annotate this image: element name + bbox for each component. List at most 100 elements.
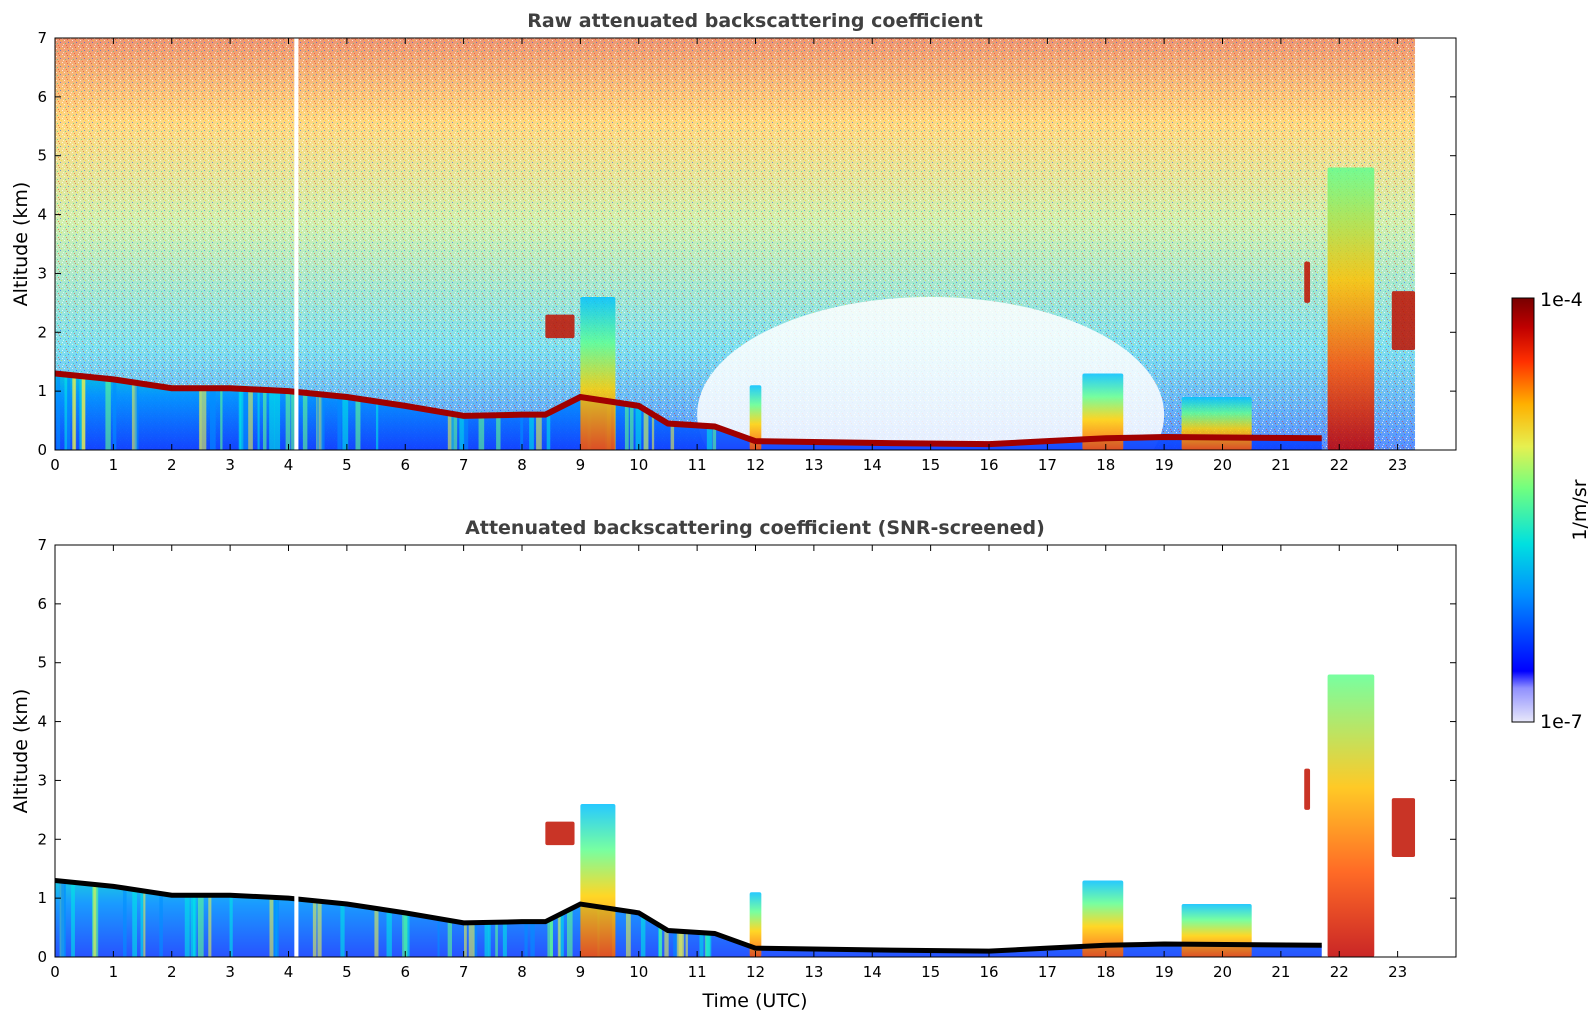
aerosol-streak bbox=[520, 414, 524, 450]
aerosol-streak bbox=[524, 921, 528, 957]
y-tick-label: 1 bbox=[37, 889, 47, 907]
x-axis-ticks-top: 0 1 2 3 4 5 6 7 8 9 10 11 12 13 14 15 16 17 18 19 20 21 22 23 bbox=[50, 38, 1407, 474]
x-tick-label: 7 bbox=[459, 963, 469, 981]
aerosol-streak bbox=[94, 884, 99, 957]
no-data-region bbox=[1415, 545, 1456, 957]
aerosol-streak bbox=[220, 388, 223, 450]
x-axis-label: Time (UTC) bbox=[701, 990, 807, 1012]
aerosol-streak bbox=[209, 388, 216, 450]
x-tick-label: 4 bbox=[284, 963, 294, 981]
x-tick-label: 18 bbox=[1096, 963, 1115, 981]
aerosol-streak bbox=[447, 413, 452, 450]
aerosol-streak bbox=[478, 415, 485, 450]
aerosol-streak bbox=[459, 415, 465, 450]
aerosol-streak bbox=[197, 895, 204, 957]
x-tick-label: 17 bbox=[1038, 963, 1057, 981]
convective-plume bbox=[1327, 674, 1375, 957]
boundary-layer-top-line bbox=[55, 370, 1322, 448]
aerosol-streak bbox=[198, 388, 202, 450]
aerosol-streak bbox=[342, 396, 349, 450]
aerosol-streak bbox=[229, 895, 233, 957]
y-tick-label: 3 bbox=[37, 264, 47, 282]
aerosol-streak bbox=[248, 389, 253, 450]
cloud-layer bbox=[1304, 261, 1311, 303]
y-tick-label: 5 bbox=[37, 147, 47, 165]
x-tick-label: 20 bbox=[1213, 963, 1232, 981]
aerosol-streak bbox=[72, 375, 77, 450]
x-tick-label: 9 bbox=[576, 963, 586, 981]
x-tick-label: 5 bbox=[342, 963, 352, 981]
y-tick-label: 7 bbox=[37, 29, 47, 47]
x-tick-label: 13 bbox=[804, 456, 823, 474]
y-tick-label: 4 bbox=[37, 206, 47, 224]
aerosol-streak bbox=[685, 931, 688, 957]
aerosol-streak bbox=[673, 930, 678, 957]
panel-title-raw: Raw attenuated backscattering coefficien… bbox=[527, 10, 983, 32]
x-tick-label: 21 bbox=[1271, 456, 1290, 474]
aerosol-streak bbox=[134, 382, 139, 450]
aerosol-streak bbox=[274, 390, 281, 450]
no-data-region bbox=[1415, 38, 1456, 450]
aerosol-streak bbox=[463, 415, 469, 450]
raw-backscatter-field bbox=[55, 38, 1456, 450]
x-tick-label: 16 bbox=[979, 456, 998, 474]
x-tick-label: 19 bbox=[1155, 456, 1174, 474]
cloud-layer bbox=[1391, 291, 1416, 350]
x-tick-label: 8 bbox=[517, 456, 527, 474]
aerosol-streak bbox=[56, 373, 61, 450]
convective-plume bbox=[1181, 397, 1252, 450]
aerosol-streak bbox=[402, 912, 408, 957]
aerosol-streak bbox=[451, 413, 458, 450]
cloud-layer bbox=[545, 821, 575, 846]
x-tick-label: 5 bbox=[342, 456, 352, 474]
convective-plume bbox=[1082, 373, 1124, 450]
aerosol-streak bbox=[447, 920, 452, 957]
x-tick-label: 0 bbox=[50, 963, 60, 981]
x-tick-label: 22 bbox=[1330, 456, 1349, 474]
aerosol-streak bbox=[558, 914, 564, 957]
x-tick-label: 6 bbox=[400, 963, 410, 981]
aerosol-streak bbox=[262, 389, 267, 450]
x-axis-ticks-bottom: 0 1 2 3 4 5 6 7 8 9 10 11 12 13 14 15 16 17 18 19 20 21 22 23 bbox=[50, 545, 1407, 981]
aerosol-streak bbox=[302, 392, 308, 450]
colorbar-gradient bbox=[1511, 297, 1535, 723]
x-tick-label: 19 bbox=[1155, 963, 1174, 981]
x-tick-label: 12 bbox=[746, 456, 765, 474]
aerosol-streak bbox=[712, 426, 717, 450]
cloud-layer bbox=[545, 314, 575, 339]
x-tick-label: 10 bbox=[629, 963, 648, 981]
x-tick-label: 15 bbox=[921, 456, 940, 474]
aerosol-streak bbox=[81, 376, 86, 450]
convective-plume bbox=[1327, 167, 1375, 450]
convective-plume bbox=[1181, 904, 1252, 957]
aerosol-streak bbox=[529, 414, 534, 450]
aerosol-streak bbox=[320, 394, 325, 450]
colorbar: 1e-4 1e-7 1/m/sr bbox=[1511, 289, 1591, 733]
aerosol-streak bbox=[658, 925, 663, 957]
missing-data-gap bbox=[294, 545, 299, 957]
aerosol-streak bbox=[463, 922, 467, 957]
convective-plume bbox=[749, 892, 762, 957]
aerosol-streak bbox=[468, 922, 475, 957]
boundary-layer-aerosol bbox=[55, 373, 1322, 450]
aerosol-streak bbox=[61, 881, 66, 957]
snr-screened-panel: Attenuated backscattering coefficient (S… bbox=[10, 517, 1457, 1012]
aerosol-streak bbox=[208, 895, 212, 957]
aerosol-streak bbox=[676, 931, 683, 957]
aerosol-streak bbox=[374, 908, 379, 957]
aerosol-streak bbox=[273, 897, 279, 957]
aerosol-streak bbox=[93, 884, 97, 957]
y-tick-label: 7 bbox=[37, 536, 47, 554]
x-tick-label: 0 bbox=[50, 456, 60, 474]
x-tick-label: 14 bbox=[863, 456, 882, 474]
cloud-layer bbox=[1391, 798, 1416, 857]
x-tick-label: 15 bbox=[921, 963, 940, 981]
x-tick-label: 23 bbox=[1388, 456, 1407, 474]
x-tick-label: 11 bbox=[688, 963, 707, 981]
aerosol-streak bbox=[159, 893, 163, 957]
y-tick-label: 0 bbox=[37, 948, 47, 966]
x-tick-label: 18 bbox=[1096, 456, 1115, 474]
colorbar-max-label: 1e-4 bbox=[1540, 289, 1583, 311]
x-tick-label: 16 bbox=[979, 963, 998, 981]
aerosol-streak bbox=[550, 919, 553, 957]
